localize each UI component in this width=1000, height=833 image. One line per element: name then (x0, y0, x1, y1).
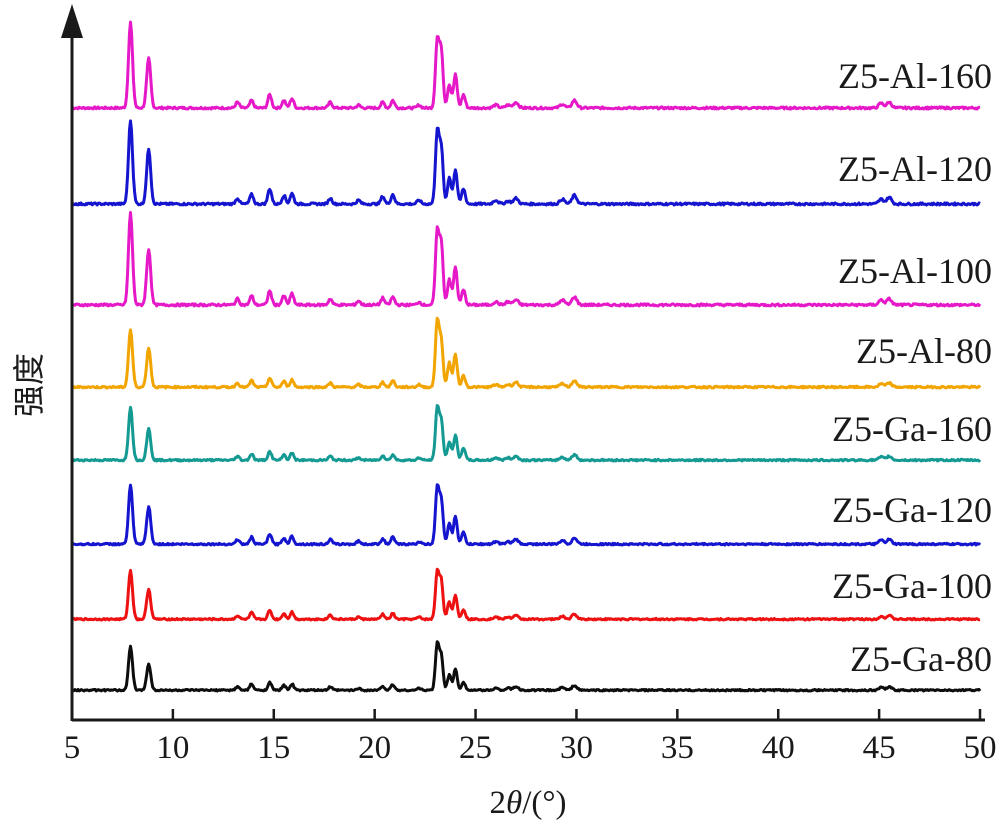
y-axis-title: 强度 (10, 353, 48, 417)
series-labels-group: Z5-Al-160 Z5-Al-120 Z5-Al-100 Z5-Al-80 Z5-Ga… (832, 56, 992, 679)
series-label: Z5-Al-100 (838, 251, 992, 291)
x-tick-label: 10 (156, 730, 189, 766)
x-tick-label: 15 (257, 730, 290, 766)
series-line-Z5-Al-160 (71, 20, 981, 111)
series-line-Z5-Ga-100 (70, 567, 981, 622)
x-tick-label: 25 (459, 730, 492, 766)
x-axis-title: 2θ/(°) (489, 785, 566, 821)
x-tick-label: 40 (762, 730, 795, 766)
series-line-Z5-Al-80 (71, 316, 982, 390)
series-label: Z5-Ga-160 (832, 409, 992, 449)
series-line-Z5-Ga-120 (71, 483, 982, 547)
series-label: Z5-Ga-100 (832, 566, 992, 606)
series-label: Z5-Ga-120 (832, 490, 992, 530)
x-tick-label: 35 (661, 730, 694, 766)
series-line-Z5-Ga-80 (71, 640, 982, 693)
traces-group (70, 20, 982, 693)
axes-group (61, 4, 985, 722)
series-line-Z5-Al-120 (70, 119, 981, 207)
x-tick-label: 20 (358, 730, 391, 766)
x-tick-label: 30 (560, 730, 593, 766)
x-tick-label: 50 (964, 730, 997, 766)
series-line-Z5-Ga-160 (70, 404, 982, 463)
x-axis-title-prefix: 2 (489, 785, 506, 821)
x-tick-label: 5 (64, 730, 81, 766)
series-line-Z5-Al-100 (71, 211, 982, 308)
series-label: Z5-Al-160 (838, 56, 992, 96)
series-label: Z5-Al-80 (856, 331, 992, 371)
x-axis-title-symbol: θ (506, 785, 522, 821)
x-axis-title-unit: /(°) (522, 785, 566, 821)
series-label: Z5-Al-120 (838, 149, 992, 189)
y-axis-arrow-icon (61, 4, 83, 38)
x-tick-label: 45 (863, 730, 896, 766)
x-ticks-group: 5 10 15 20 25 30 35 40 45 50 (64, 709, 997, 766)
series-label: Z5-Ga-80 (850, 639, 992, 679)
